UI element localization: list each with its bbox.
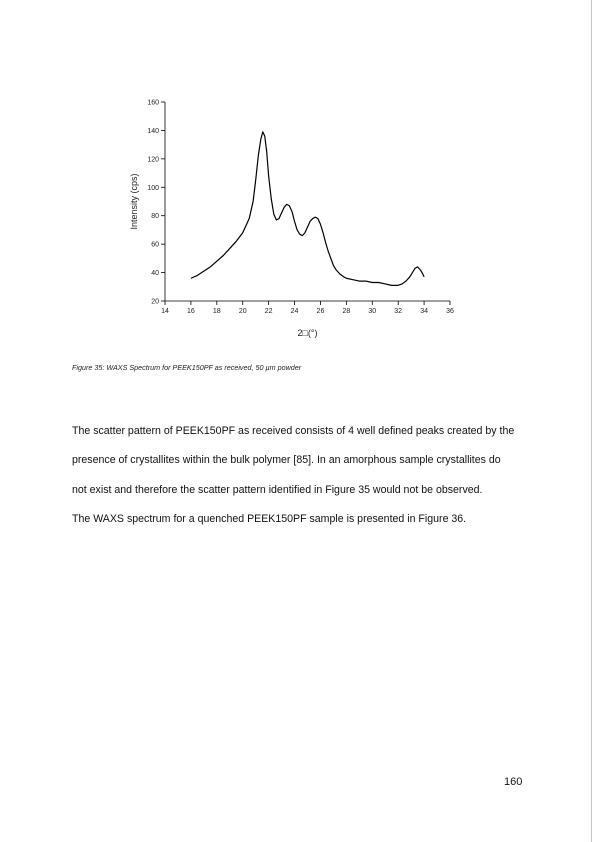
x-tick-label: 28 [342,308,350,315]
y-tick-label: 120 [147,156,159,163]
x-tick-label: 16 [187,308,195,315]
x-tick-label: 32 [394,308,402,315]
body-line: not exist and therefore the scatter patt… [72,483,483,496]
y-tick-label: 100 [147,185,159,192]
y-axis-label: Intensity (cps) [129,173,139,229]
page-edge [591,0,592,842]
waxs-figure: 20 40 60 80 100 120 140 160 14 16 18 20 22 24 26 28 30 32… [120,90,470,355]
chart-ticks: 20 40 60 80 100 120 140 160 14 16 18 20 22 24 26 28 30 32… [147,100,454,316]
y-tick-label: 40 [151,270,159,277]
chart-axes [164,102,450,302]
y-tick-label: 20 [151,299,159,306]
body-line: The scatter pattern of PEEK150PF as rece… [72,425,515,437]
figure-caption: Figure 35: WAXS Spectrum for PEEK150PF a… [72,363,302,372]
x-tick-label: 24 [291,308,299,315]
x-tick-label: 22 [265,308,273,315]
page-number: 160 [504,776,523,788]
x-tick-label: 36 [446,308,454,315]
x-tick-label: 30 [368,308,376,315]
x-tick-label: 20 [239,308,247,315]
chart-series [190,131,425,286]
waxs-chart: 20 40 60 80 100 120 140 160 14 16 18 20 22 24 26 28 30 32… [129,100,454,339]
waxs-series-line [190,131,425,286]
x-axis-label: 2□(°) [297,328,317,338]
y-tick-label: 140 [147,128,159,135]
x-tick-label: 18 [213,308,221,315]
y-tick-label: 160 [147,100,159,107]
y-tick-label: 80 [151,213,159,220]
body-paragraph: The scatter pattern of PEEK150PF as rece… [72,417,524,534]
y-tick-label: 60 [151,242,159,249]
body-line: presence of crystallites within the bulk… [72,454,501,467]
x-tick-label: 26 [317,308,325,315]
body-line: The WAXS spectrum for a quenched PEEK150… [72,512,467,525]
x-tick-label: 34 [420,308,428,315]
x-tick-label: 14 [161,308,169,315]
